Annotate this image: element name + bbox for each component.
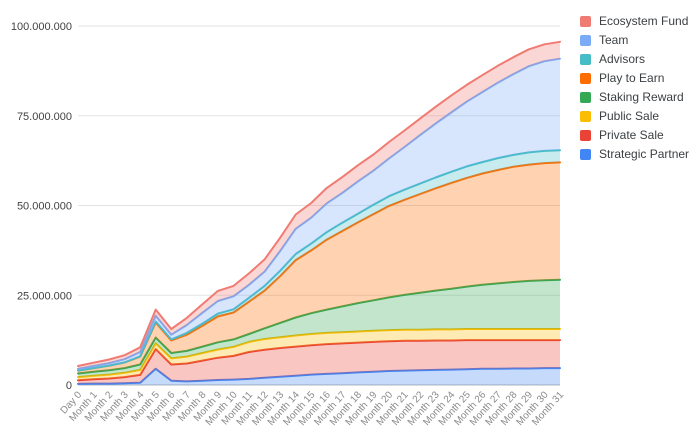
area-public-sale xyxy=(78,329,560,381)
legend-swatch-icon xyxy=(580,111,591,122)
legend-item-ecosystem-fund: Ecosystem Fund xyxy=(580,14,689,28)
legend-item-strategic-partner: Strategic Partner xyxy=(580,147,690,161)
line-team xyxy=(77,57,561,370)
y-tick-label: 100.000.000 xyxy=(11,21,72,33)
legend-label: Public Sale xyxy=(599,109,660,123)
legend-label: Strategic Partner xyxy=(599,147,690,161)
line-ecosystem-fund xyxy=(77,40,561,367)
legend-label: Staking Reward xyxy=(599,90,684,104)
legend-swatch-icon xyxy=(580,35,591,46)
legend-label: Advisors xyxy=(599,52,646,66)
legend-swatch-icon xyxy=(580,149,591,160)
legend-item-advisors: Advisors xyxy=(580,52,689,66)
legend-swatch-icon xyxy=(580,16,591,27)
y-tick-label: 75.000.000 xyxy=(17,111,72,123)
area-play-to-earn xyxy=(78,162,560,374)
line-private-sale xyxy=(77,339,561,382)
line-public-sale xyxy=(77,328,561,379)
legend-label: Private Sale xyxy=(599,128,664,142)
area-staking-reward xyxy=(78,279,560,378)
legend-item-private-sale: Private Sale xyxy=(580,128,689,142)
chart-legend: Ecosystem Fund Team Advisors Play to Earn St… xyxy=(580,14,690,161)
legend-swatch-icon xyxy=(580,130,591,141)
legend-item-play-to-earn: Play to Earn xyxy=(580,71,689,85)
line-staking-reward xyxy=(77,278,561,375)
y-tick-label: 25.000.000 xyxy=(17,290,72,302)
legend-item-team: Team xyxy=(580,33,689,47)
area-private-sale xyxy=(78,340,560,384)
legend-label: Play to Earn xyxy=(599,71,665,85)
line-advisors xyxy=(77,149,561,372)
legend-label: Team xyxy=(599,33,629,47)
line-strategic-partner xyxy=(77,367,561,385)
legend-item-public-sale: Public Sale xyxy=(580,109,689,123)
legend-item-staking-reward: Staking Reward xyxy=(580,90,689,104)
y-tick-label: 0 xyxy=(66,380,72,392)
area-strategic-partner xyxy=(78,368,560,385)
y-tick-label: 50.000.000 xyxy=(17,201,72,213)
legend-swatch-icon xyxy=(580,92,591,103)
area-team xyxy=(78,58,560,371)
legend-label: Ecosystem Fund xyxy=(599,14,689,28)
legend-swatch-icon xyxy=(580,54,591,65)
legend-swatch-icon xyxy=(580,73,591,84)
area-ecosystem-fund xyxy=(78,41,560,369)
